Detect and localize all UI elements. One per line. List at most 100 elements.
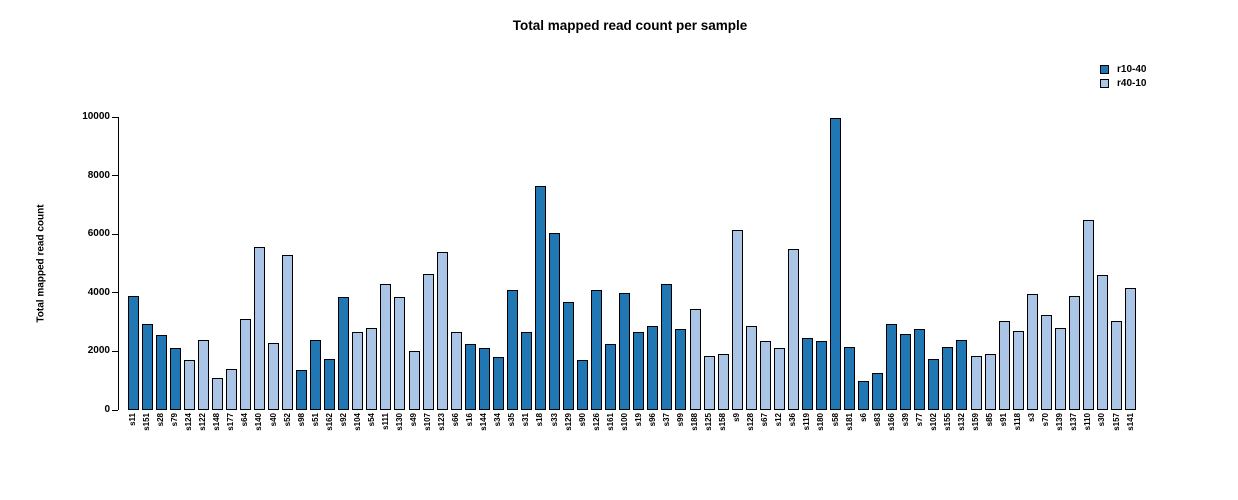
bar-s130 (394, 297, 406, 410)
y-axis-title: Total mapped read count (35, 204, 47, 323)
x-label-s6: s6 (858, 413, 868, 422)
bar-s188 (689, 309, 701, 410)
x-label-s180: s180 (816, 413, 826, 431)
bar-s31 (520, 332, 532, 410)
bar-s110 (1082, 220, 1094, 410)
bar-s132 (956, 340, 968, 410)
legend-label: r10-40 (1117, 63, 1147, 75)
x-label-s70: s70 (1041, 413, 1051, 427)
bar-s30 (1096, 275, 1108, 410)
y-tick-label: 8000 (87, 169, 110, 181)
x-label-s155: s155 (942, 413, 952, 431)
y-tick-label: 6000 (87, 228, 110, 240)
bar-s83 (872, 373, 884, 410)
x-label-s125: s125 (704, 413, 714, 431)
x-label-s181: s181 (844, 413, 854, 431)
x-label-s177: s177 (226, 413, 236, 431)
x-label-s110: s110 (1083, 413, 1093, 431)
bar-s54 (366, 328, 378, 410)
x-label-s104: s104 (352, 413, 362, 431)
x-label-s158: s158 (718, 413, 728, 431)
x-label-s96: s96 (647, 413, 657, 427)
bar-s67 (759, 341, 771, 410)
x-label-s161: s161 (605, 413, 615, 431)
x-label-s92: s92 (338, 413, 348, 427)
x-label-s111: s111 (380, 413, 390, 430)
x-label-s54: s54 (366, 413, 376, 427)
bar-s37 (661, 284, 673, 410)
bar-s161 (605, 344, 617, 410)
x-label-s36: s36 (788, 413, 798, 427)
x-label-s99: s99 (675, 413, 685, 427)
x-label-s151: s151 (142, 413, 152, 431)
bar-s40 (268, 343, 279, 410)
x-label-s79: s79 (170, 413, 180, 427)
bar-s181 (844, 347, 856, 410)
bar-s77 (914, 329, 926, 410)
x-label-s159: s159 (971, 413, 980, 431)
x-label-s100: s100 (619, 413, 629, 431)
x-label-s107: s107 (423, 413, 433, 431)
bar-s70 (1040, 315, 1052, 410)
bar-s128 (745, 326, 757, 410)
x-label-s66: s66 (451, 413, 461, 427)
bar-s79 (169, 348, 181, 410)
x-label-s132: s132 (956, 413, 966, 431)
plot-area (118, 117, 1140, 410)
y-tick-label: 10000 (82, 111, 110, 122)
x-label-s35: s35 (507, 413, 517, 427)
bar-s122 (197, 340, 209, 410)
x-label-s12: s12 (774, 413, 784, 427)
y-tick-mark (112, 116, 118, 118)
x-label-s157: s157 (1111, 413, 1121, 431)
x-label-s30: s30 (1097, 413, 1107, 427)
x-label-s58: s58 (830, 413, 840, 427)
bar-s64 (239, 319, 251, 410)
x-label-s102: s102 (928, 413, 938, 431)
bar-s111 (380, 284, 392, 410)
bar-s52 (282, 255, 294, 410)
bar-s139 (1054, 328, 1066, 410)
bar-s85 (984, 354, 996, 410)
x-label-s77: s77 (914, 413, 924, 427)
legend-swatch-icon (1100, 64, 1109, 74)
x-label-s31: s31 (521, 413, 531, 427)
bar-s12 (773, 348, 785, 410)
bar-s99 (675, 329, 687, 410)
bar-s33 (549, 233, 560, 410)
bar-s158 (717, 354, 729, 410)
x-label-s83: s83 (872, 413, 882, 427)
bar-s148 (211, 378, 223, 410)
bar-s123 (436, 252, 448, 410)
bar-s6 (858, 381, 870, 410)
bar-s100 (619, 293, 631, 410)
bar-s141 (1125, 288, 1137, 410)
x-label-s124: s124 (184, 413, 194, 431)
x-label-s122: s122 (198, 413, 208, 431)
bar-s11 (127, 296, 139, 410)
y-tick-label: 4000 (87, 286, 110, 298)
bar-s124 (183, 360, 195, 410)
legend-swatch-icon (1100, 78, 1109, 88)
x-label-s141: s141 (1125, 413, 1135, 431)
x-label-s28: s28 (156, 413, 166, 427)
bar-s66 (450, 332, 462, 410)
x-label-s123: s123 (437, 413, 447, 431)
bar-s36 (787, 249, 799, 410)
bar-s119 (801, 338, 813, 410)
y-tick-mark (112, 292, 118, 294)
x-label-s144: s144 (479, 413, 489, 431)
bar-s102 (928, 359, 940, 410)
x-label-s162: s162 (324, 413, 334, 431)
bar-s126 (591, 290, 603, 410)
x-label-s130: s130 (394, 413, 404, 431)
bar-s28 (155, 335, 167, 410)
x-label-s98: s98 (296, 413, 306, 427)
bar-s39 (900, 334, 912, 410)
bar-s140 (253, 247, 265, 410)
x-label-s91: s91 (999, 413, 1009, 427)
bar-s166 (886, 324, 898, 410)
x-label-s90: s90 (577, 413, 587, 427)
bar-s16 (464, 344, 476, 410)
x-label-s18: s18 (535, 413, 545, 427)
